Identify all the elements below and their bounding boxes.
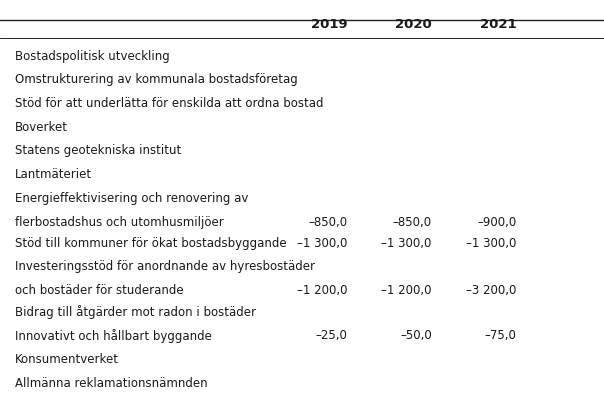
Text: –1 200,0: –1 200,0 — [381, 284, 432, 297]
Text: –25,0: –25,0 — [315, 329, 347, 342]
Text: –900,0: –900,0 — [477, 216, 516, 228]
Text: Bidrag till åtgärder mot radon i bostäder: Bidrag till åtgärder mot radon i bostäde… — [15, 306, 256, 320]
Text: Konsumentverket: Konsumentverket — [15, 353, 119, 366]
Text: Stöd till kommuner för ökat bostadsbyggande: Stöd till kommuner för ökat bostadsbygga… — [15, 237, 287, 250]
Text: flerbostadshus och utomhusmiljöer: flerbostadshus och utomhusmiljöer — [15, 216, 224, 228]
Text: 2021: 2021 — [480, 18, 516, 31]
Text: Omstrukturering av kommunala bostadsföretag: Omstrukturering av kommunala bostadsföre… — [15, 73, 298, 86]
Text: –850,0: –850,0 — [308, 216, 347, 228]
Text: Statens geotekniska institut: Statens geotekniska institut — [15, 144, 181, 158]
Text: –75,0: –75,0 — [484, 329, 516, 342]
Text: och bostäder för studerande: och bostäder för studerande — [15, 284, 184, 297]
Text: –1 200,0: –1 200,0 — [297, 284, 347, 297]
Text: Lantmäteriet: Lantmäteriet — [15, 168, 92, 181]
Text: –3 200,0: –3 200,0 — [466, 284, 516, 297]
Text: –1 300,0: –1 300,0 — [297, 237, 347, 250]
Text: Bostadspolitisk utveckling: Bostadspolitisk utveckling — [15, 50, 170, 63]
Text: –1 300,0: –1 300,0 — [466, 237, 516, 250]
Text: Allmänna reklamationsnämnden: Allmänna reklamationsnämnden — [15, 377, 208, 390]
Text: Innovativt och hållbart byggande: Innovativt och hållbart byggande — [15, 329, 212, 343]
Text: –1 300,0: –1 300,0 — [382, 237, 432, 250]
Text: 2019: 2019 — [310, 18, 347, 31]
Text: Boverket: Boverket — [15, 121, 68, 134]
Text: Stöd för att underlätta för enskilda att ordna bostad: Stöd för att underlätta för enskilda att… — [15, 97, 324, 110]
Text: –850,0: –850,0 — [393, 216, 432, 228]
Text: Energieffektivisering och renovering av: Energieffektivisering och renovering av — [15, 192, 248, 205]
Text: 2020: 2020 — [395, 18, 432, 31]
Text: Investeringsstöd för anordnande av hyresbostäder: Investeringsstöd för anordnande av hyres… — [15, 260, 315, 273]
Text: –50,0: –50,0 — [400, 329, 432, 342]
